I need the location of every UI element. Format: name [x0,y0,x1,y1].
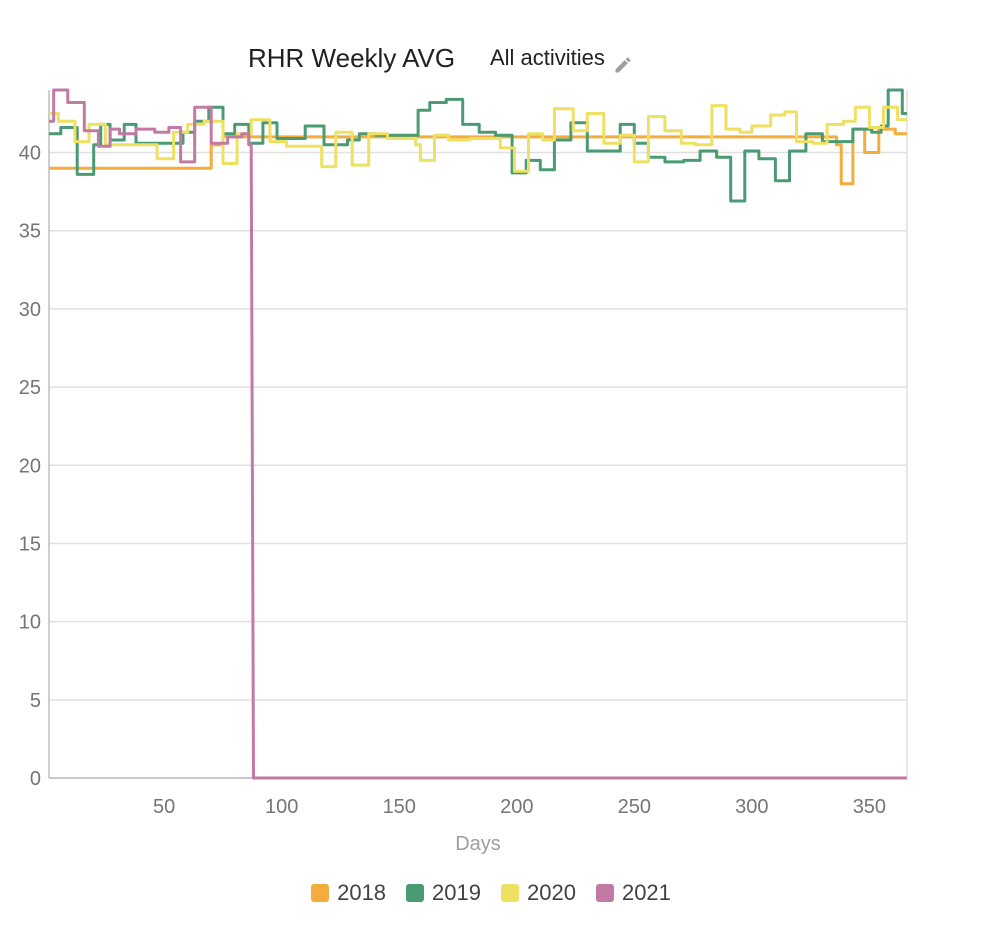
legend-item-2019[interactable]: 2019 [406,880,481,906]
y-tick-label: 35 [19,221,41,243]
legend-swatch [595,884,614,902]
legend-item-2018[interactable]: 2018 [311,880,386,906]
x-tick-label: 150 [383,796,416,818]
legend-label: 2018 [337,880,387,905]
y-tick-label: 20 [19,455,41,477]
legend-item-2021[interactable]: 2021 [595,880,671,906]
x-tick-label: 50 [153,796,175,818]
series-line-2019[interactable] [49,88,907,203]
chart-header: RHR Weekly AVG All activities [0,38,982,78]
legend-swatch [406,884,425,902]
grid-lines [49,151,907,779]
legend-item-2020[interactable]: 2020 [501,880,576,906]
legend-swatch [311,884,330,902]
y-tick-label: 0 [30,768,41,790]
activity-filter-label: All activities [490,45,605,70]
x-tick-label: 350 [853,796,886,818]
chart-legend: 2018 2019 2020 2021 [0,880,982,906]
y-tick-label: 25 [19,377,41,399]
legend-label: 2021 [621,880,671,905]
legend-label: 2020 [527,880,576,905]
pencil-icon[interactable] [613,48,633,73]
axes [48,90,908,779]
legend-swatch [501,884,519,902]
x-tick-label: 200 [500,796,533,818]
series-line-2020[interactable] [49,104,907,173]
series-line-2021[interactable] [49,88,907,780]
legend-label: 2019 [432,880,481,905]
x-tick-label: 100 [265,796,298,818]
series-lines [49,88,907,780]
y-tick-label: 5 [30,690,41,712]
x-axis-title: Days [455,833,501,855]
x-tick-label: 250 [618,796,651,818]
y-tick-label: 30 [19,299,41,321]
rhr-line-chart: 0 5 10 15 20 25 30 35 40 50 100 150 200 250 300 350 Day… [19,88,908,855]
y-tick-label: 15 [19,533,41,555]
activity-filter-button[interactable]: All activities [490,38,633,78]
chart-title: RHR Weekly AVG [248,43,456,73]
tick-labels: 0 5 10 15 20 25 30 35 40 50 100 150 200 250 300 350 [19,143,886,818]
y-tick-label: 40 [19,143,41,165]
y-tick-label: 10 [19,612,41,634]
x-tick-label: 300 [735,796,768,818]
